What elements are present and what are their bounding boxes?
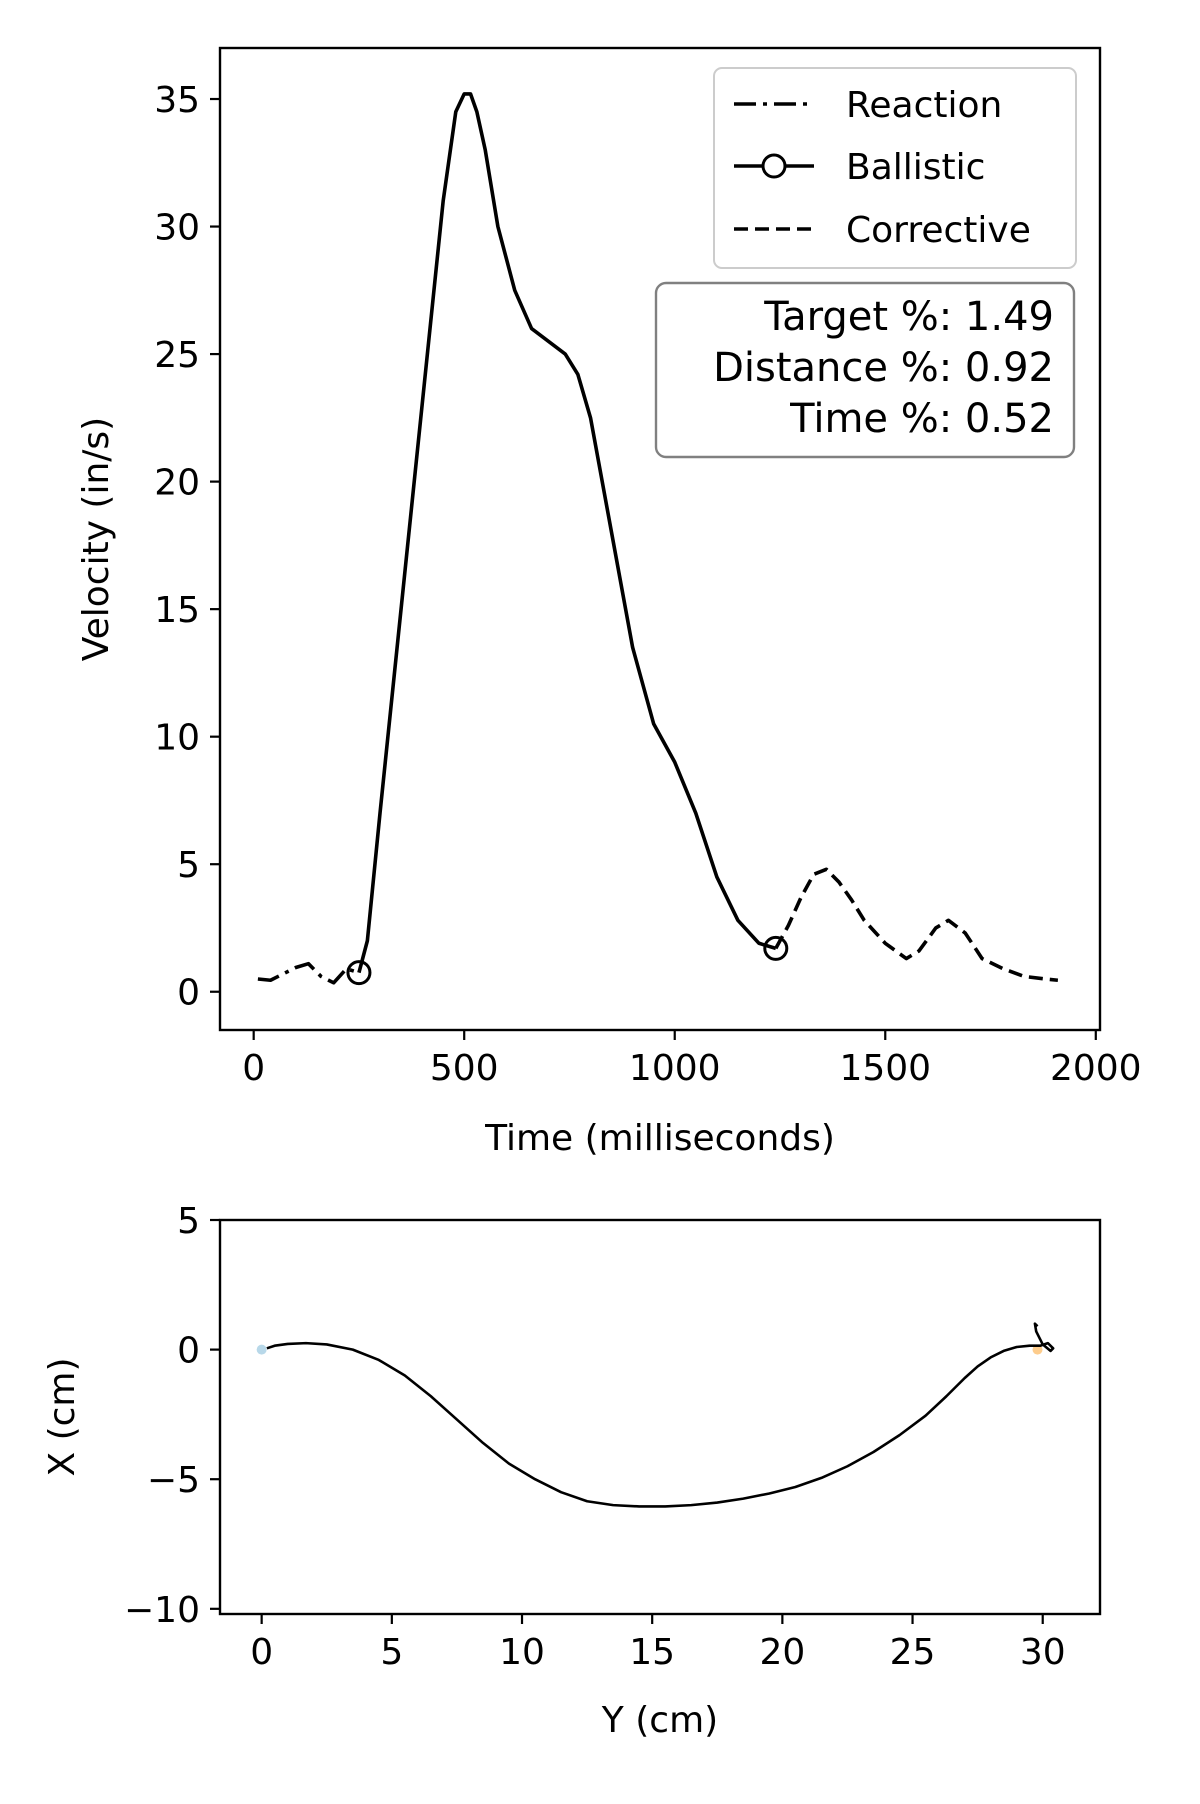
velocity-x-tick-label: 2000 (1050, 1048, 1142, 1089)
trajectory-y-axis-label: X (cm) (42, 1357, 83, 1476)
trajectory-x-tick-label: 20 (759, 1632, 805, 1673)
velocity-plot-area (218, 46, 1102, 1032)
legend-marker-ballistic (761, 153, 787, 179)
velocity-y-tick-label: 0 (177, 973, 200, 1014)
velocity-series (257, 92, 1059, 986)
trajectory-series (256, 1322, 1055, 1508)
trajectory-chart: 0 5 10 15 20 25 30 −10 −5 0 5 Y (cm) X (cm) (42, 1201, 1102, 1741)
trajectory-x-tick-label: 30 (1020, 1632, 1066, 1673)
velocity-chart: 0 500 1000 1500 2000 0 5 10 15 20 25 30 35 Time (mi… (76, 46, 1142, 1159)
velocity-x-tick-label: 500 (430, 1048, 499, 1089)
velocity-x-ticks: 0 500 1000 1500 2000 (242, 1030, 1142, 1089)
trajectory-point-marker (256, 1344, 267, 1355)
trajectory-y-tick-label: 5 (177, 1201, 200, 1242)
velocity-y-ticks: 0 5 10 15 20 25 30 35 (154, 80, 220, 1014)
trajectory-y-ticks: −10 −5 0 5 (124, 1201, 220, 1631)
trajectory-y-tick-label: −10 (124, 1590, 200, 1631)
velocity-x-tick-label: 1000 (629, 1048, 721, 1089)
trajectory-y-tick-label: −5 (147, 1460, 200, 1501)
velocity-y-tick-label: 20 (154, 463, 200, 504)
velocity-x-tick-label: 1500 (839, 1048, 931, 1089)
trajectory-path-line (266, 1322, 1055, 1508)
velocity-y-tick-label: 5 (177, 845, 200, 886)
series-line-reaction (257, 961, 360, 985)
trajectory-x-tick-label: 0 (250, 1632, 273, 1673)
velocity-x-tick-label: 0 (242, 1048, 265, 1089)
velocity-y-tick-label: 15 (154, 590, 200, 631)
series-marker-ballistic (346, 960, 372, 986)
legend-label-corrective: Corrective (846, 210, 1031, 251)
velocity-y-tick-label: 30 (154, 208, 200, 249)
velocity-x-axis-label: Time (milliseconds) (484, 1118, 835, 1159)
trajectory-plot-area (218, 1218, 1102, 1616)
stats-target: Target %: 1.49 (763, 294, 1054, 340)
legend-box (713, 67, 1077, 269)
trajectory-y-tick-label: 0 (177, 1331, 200, 1372)
velocity-y-axis-label: Velocity (in/s) (76, 417, 117, 661)
stats-time: Time %: 0.52 (789, 396, 1054, 442)
trajectory-x-tick-label: 25 (890, 1632, 936, 1673)
trajectory-point-marker (1032, 1344, 1043, 1355)
trajectory-x-axis-label: Y (cm) (601, 1700, 718, 1741)
stats-distance: Distance %: 0.92 (713, 345, 1054, 391)
trajectory-x-ticks: 0 5 10 15 20 25 30 (250, 1614, 1066, 1673)
series-line-corrective (774, 867, 1059, 983)
velocity-y-tick-label: 10 (154, 718, 200, 759)
trajectory-x-tick-label: 10 (499, 1632, 545, 1673)
stats-box (654, 281, 1076, 459)
velocity-y-tick-label: 35 (154, 80, 200, 121)
trajectory-x-tick-label: 5 (380, 1632, 403, 1673)
stats-annotation: Target %: 1.49 Distance %: 0.92 Time %: … (654, 281, 1076, 459)
velocity-y-tick-label: 25 (154, 335, 200, 376)
trajectory-x-tick-label: 15 (629, 1632, 675, 1673)
legend-label-reaction: Reaction (846, 85, 1002, 126)
series-line-ballistic (357, 92, 777, 974)
series-marker-ballistic (763, 935, 789, 961)
legend: Reaction Ballistic Corrective (713, 67, 1077, 269)
legend-label-ballistic: Ballistic (846, 147, 985, 188)
